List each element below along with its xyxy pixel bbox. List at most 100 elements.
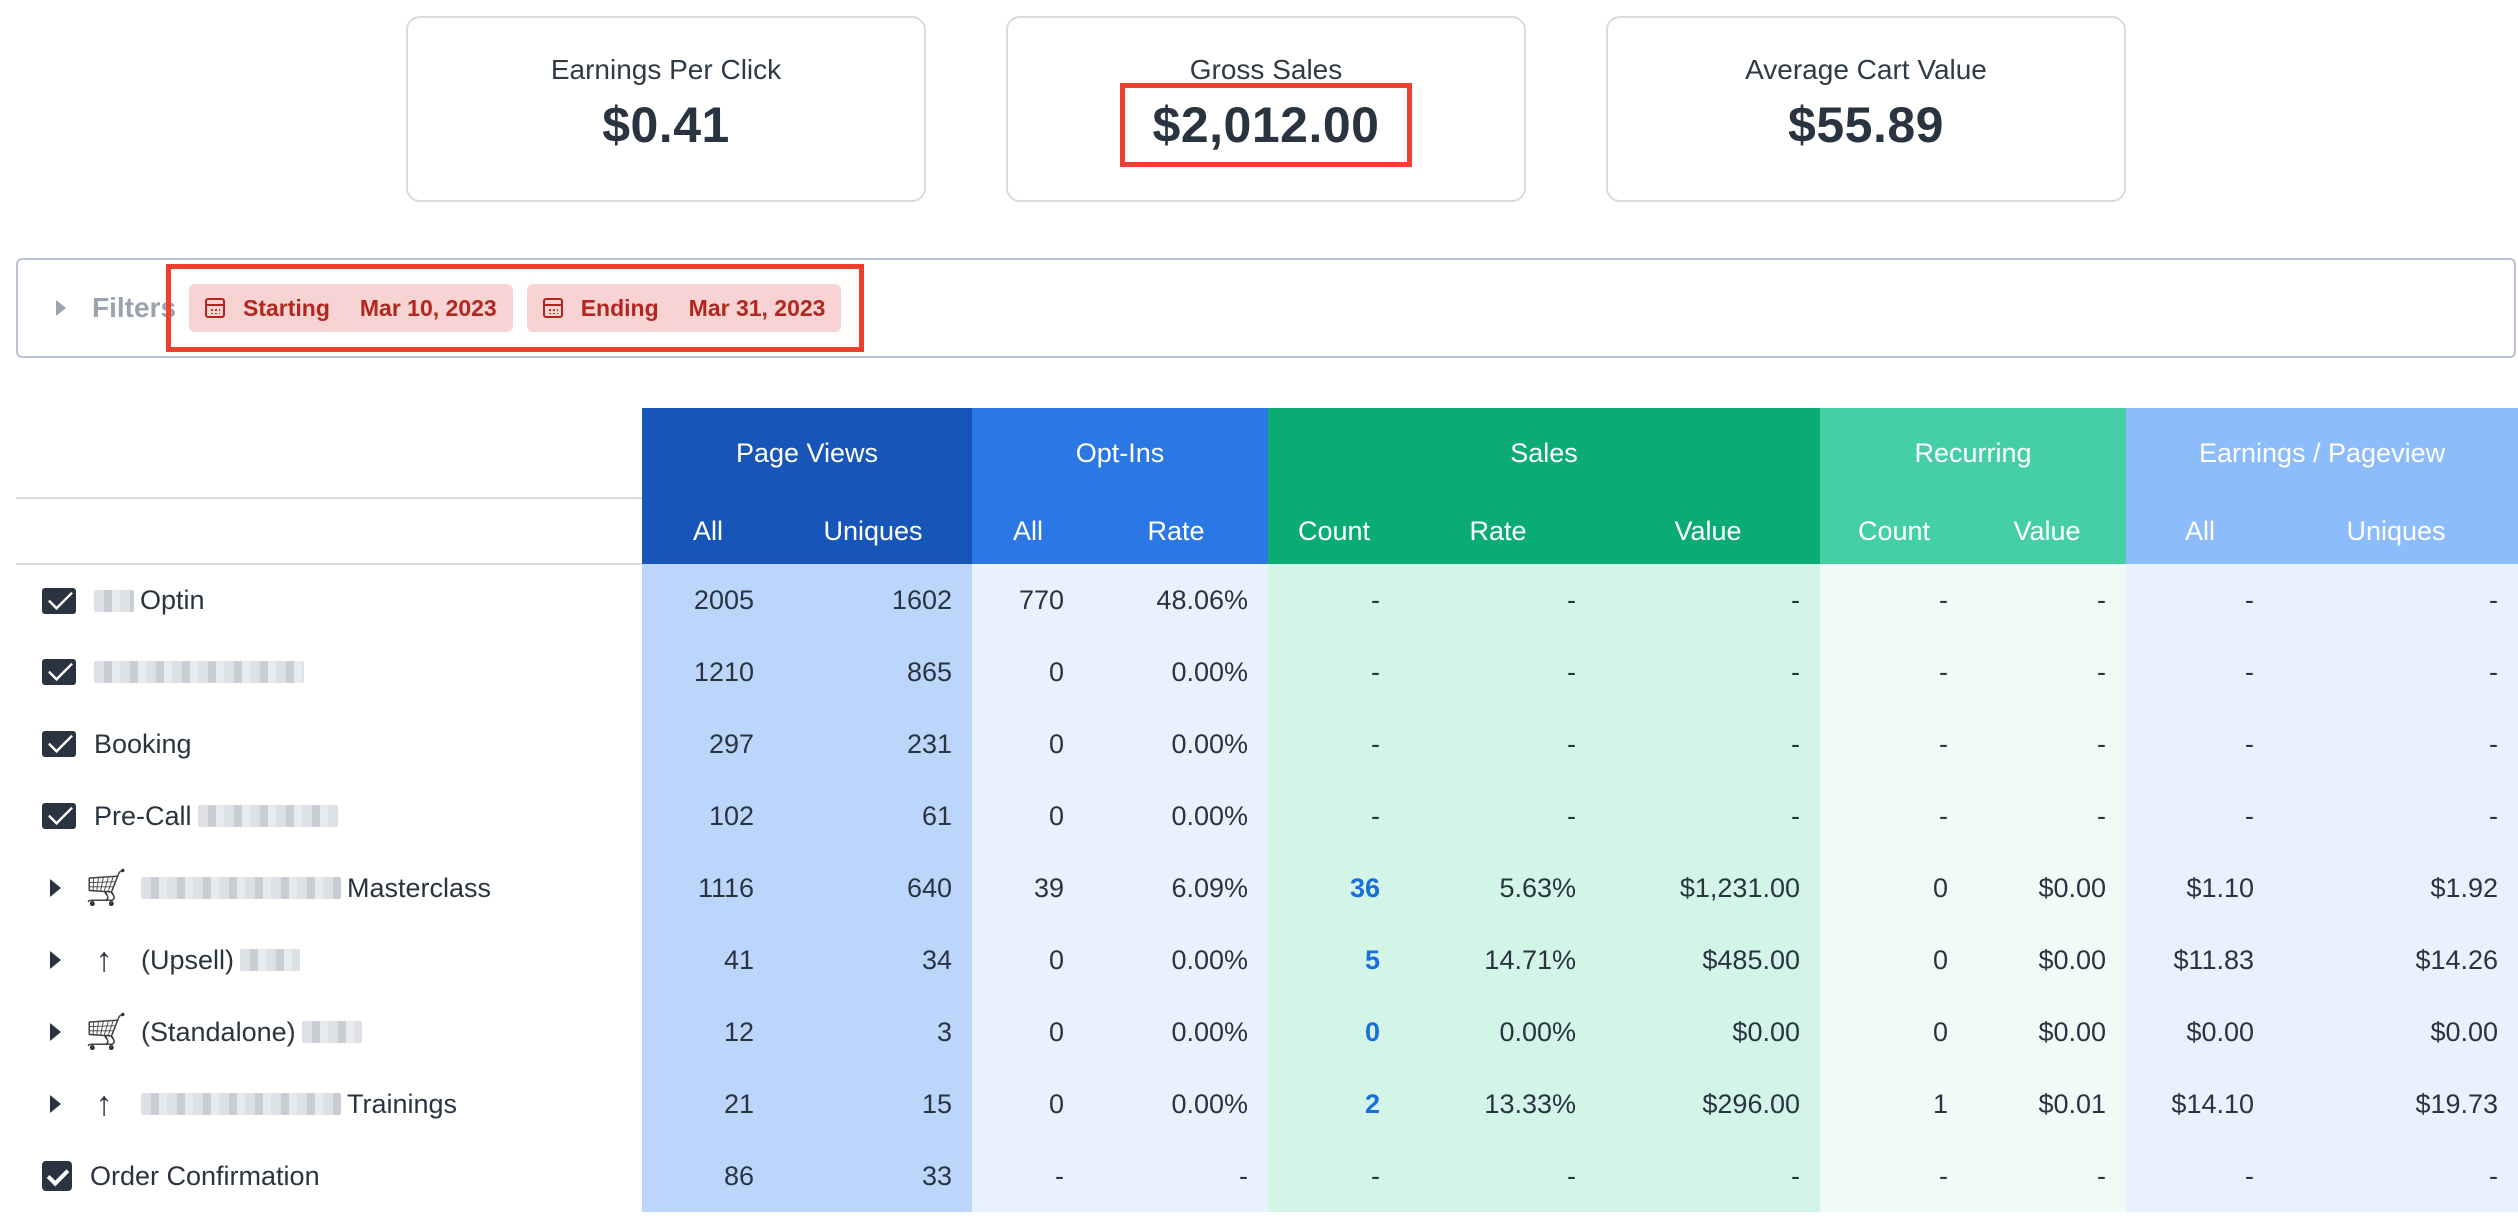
row-name-cell: ↑ Trainings bbox=[16, 1068, 642, 1140]
group-header-sales: Sales bbox=[1268, 408, 1820, 498]
subheader[interactable]: Count bbox=[1268, 498, 1400, 564]
name-subheader bbox=[16, 498, 642, 565]
table-cell: - bbox=[1820, 636, 1968, 708]
row-name-label: (Standalone) bbox=[141, 1016, 296, 1047]
table-cell: - bbox=[1400, 636, 1596, 708]
filters-toggle[interactable]: Filters bbox=[56, 292, 176, 324]
table-cell: - bbox=[1820, 564, 1968, 636]
row-name-cell: ↑ (Upsell) bbox=[16, 924, 642, 996]
row-name-label: Pre-Call bbox=[94, 800, 192, 831]
subheader[interactable]: Count bbox=[1820, 498, 1968, 564]
row-name-cell: Optin bbox=[16, 564, 642, 636]
sales-count-link[interactable]: 5 bbox=[1364, 944, 1380, 975]
table-cell: - bbox=[2126, 1140, 2275, 1212]
kpi-card-average-cart-value: Average Cart Value $55.89 bbox=[1606, 16, 2126, 202]
expand-caret-icon[interactable] bbox=[50, 1095, 61, 1113]
filters-label: Filters bbox=[92, 292, 177, 323]
table-cell: $11.83 bbox=[2126, 924, 2275, 996]
table-row[interactable]: Order Confirmation 86 33- - - - - - - - - bbox=[16, 1140, 2518, 1212]
sales-count-link[interactable]: 0 bbox=[1364, 1016, 1380, 1047]
table-cell: - bbox=[2126, 780, 2275, 852]
kpi-value: $0.41 bbox=[602, 97, 730, 153]
table-row[interactable]: 🛒 (Standalone) 12 3 0 0.00% 0 0.00% $0.00 0 $0.00 $… bbox=[16, 996, 2518, 1068]
table-cell: 5.63% bbox=[1400, 852, 1596, 924]
subheader[interactable]: Rate bbox=[1084, 498, 1268, 564]
table-body: Optin 2005 1602 770 48.06% - - - - - - -1210 865 0 0.0… bbox=[16, 564, 2518, 1212]
envelope-icon bbox=[42, 659, 76, 685]
group-header-recurring: Recurring bbox=[1820, 408, 2127, 498]
expand-caret-icon[interactable] bbox=[50, 879, 61, 897]
table-cell: - bbox=[1968, 708, 2127, 780]
table-row[interactable]: ↑ (Upsell) 41 34 0 0.00% 5 14.71% $485.00 0 $0.00 $… bbox=[16, 924, 2518, 996]
table-cell: - bbox=[1596, 1140, 1820, 1212]
subheader[interactable]: Value bbox=[1968, 498, 2127, 564]
ending-date-chip[interactable]: Ending Mar 31, 2023 bbox=[526, 284, 842, 332]
cart-icon: 🛒 bbox=[85, 869, 128, 907]
group-header-opt-ins: Opt-Ins bbox=[972, 408, 1268, 498]
table-cell: $1.10 bbox=[2126, 852, 2275, 924]
table-cell: 21 bbox=[642, 1068, 774, 1140]
table-cell: - bbox=[1268, 636, 1400, 708]
table-cell: 2 bbox=[1268, 1068, 1400, 1140]
chip-label: Ending bbox=[580, 294, 659, 321]
row-name: 🛒 Masterclass bbox=[32, 869, 642, 907]
table-cell: 0 bbox=[1820, 924, 1968, 996]
expand-caret-icon[interactable] bbox=[50, 951, 61, 969]
table-cell: 86 bbox=[642, 1140, 774, 1212]
table-cell: - bbox=[2274, 1140, 2518, 1212]
table-cell: - bbox=[1596, 708, 1820, 780]
date-filter-chips: Starting Mar 10, 2023 Ending Mar 31, 202… bbox=[166, 264, 865, 352]
row-name-cell: Booking bbox=[16, 708, 642, 780]
table-cell: $0.00 bbox=[2126, 996, 2275, 1068]
table-cell: - bbox=[2126, 708, 2275, 780]
row-name: Optin bbox=[32, 585, 642, 616]
filters-bar: Filters Starting Mar 10, 2023 Ending Mar… bbox=[16, 258, 2516, 358]
table-cell: 1 bbox=[1820, 1068, 1968, 1140]
table-cell: - bbox=[1968, 1140, 2127, 1212]
subheader[interactable]: All bbox=[972, 498, 1084, 564]
table-cell: 14.71% bbox=[1400, 924, 1596, 996]
kpi-value: $2,012.00 bbox=[1119, 83, 1413, 167]
table-cell: 770 bbox=[972, 564, 1084, 636]
redacted-text bbox=[94, 661, 304, 683]
table-row[interactable]: Booking 297 231 0 0.00% - - - - - - - bbox=[16, 708, 2518, 780]
table-cell: $19.73 bbox=[2274, 1068, 2518, 1140]
table-cell: $0.01 bbox=[1968, 1068, 2127, 1140]
table-cell: 5 bbox=[1268, 924, 1400, 996]
table-cell: - bbox=[2274, 780, 2518, 852]
table-cell: - bbox=[1268, 708, 1400, 780]
row-name: Order Confirmation bbox=[32, 1161, 642, 1192]
table-row[interactable]: 1210 865 0 0.00% - - - - - - - bbox=[16, 636, 2518, 708]
subheader[interactable]: Uniques bbox=[774, 498, 972, 564]
row-name-cell bbox=[16, 636, 642, 708]
sales-count-link[interactable]: 2 bbox=[1364, 1088, 1380, 1119]
envelope-icon bbox=[42, 587, 76, 614]
table-cell: - bbox=[1596, 780, 1820, 852]
table-cell: $0.00 bbox=[2274, 996, 2518, 1068]
starting-date-chip[interactable]: Starting Mar 10, 2023 bbox=[189, 284, 513, 332]
table-cell: 0.00% bbox=[1400, 996, 1596, 1068]
subheader[interactable]: Rate bbox=[1400, 498, 1596, 564]
table-row[interactable]: Optin 2005 1602 770 48.06% - - - - - - - bbox=[16, 564, 2518, 636]
redacted-text bbox=[141, 1093, 341, 1115]
table-cell: - bbox=[1820, 1140, 1968, 1212]
table-cell: - bbox=[1400, 780, 1596, 852]
name-column-header bbox=[16, 408, 642, 499]
subheader[interactable]: Value bbox=[1596, 498, 1820, 564]
arrow-up-icon: ↑ bbox=[95, 941, 113, 979]
table-row[interactable]: 🛒 Masterclass 1116 640 39 6.09% 36 5.63% $1,231.… bbox=[16, 852, 2518, 924]
sales-count-link[interactable]: 36 bbox=[1349, 872, 1380, 903]
expand-caret-icon[interactable] bbox=[50, 1023, 61, 1041]
subheader[interactable]: All bbox=[642, 498, 774, 564]
arrow-up-icon: ↑ bbox=[95, 1085, 113, 1123]
table-row[interactable]: Pre-Call 102 61 0 0.00% - - - - - - - bbox=[16, 780, 2518, 852]
table-cell: 34 bbox=[774, 924, 972, 996]
table-row[interactable]: ↑ Trainings 21 15 0 0.00% 2 13.33% $296.00 1 $0.01… bbox=[16, 1068, 2518, 1140]
table-cell: - bbox=[1820, 780, 1968, 852]
table-cell: - bbox=[2274, 636, 2518, 708]
subheader[interactable]: Uniques bbox=[2274, 498, 2518, 564]
row-name-cell: Pre-Call bbox=[16, 780, 642, 852]
kpi-row: Earnings Per Click $0.41 Gross Sales $2,… bbox=[406, 16, 2126, 202]
subheader[interactable]: All bbox=[2126, 498, 2275, 564]
table-cell: 0 bbox=[1820, 996, 1968, 1068]
